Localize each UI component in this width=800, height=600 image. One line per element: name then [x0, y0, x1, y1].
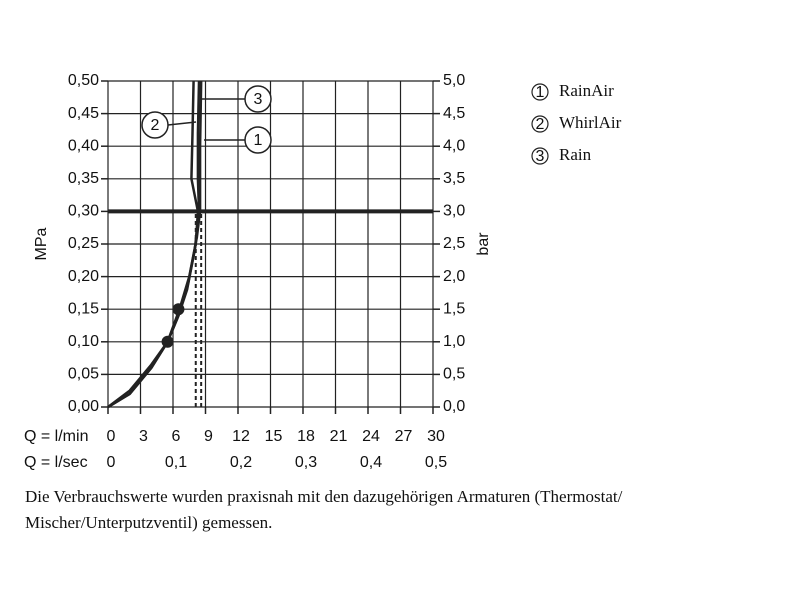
point	[161, 335, 174, 348]
y-tick-label: 0,30	[68, 203, 99, 220]
x-tick-label: 24	[362, 428, 380, 445]
legend-number: 1	[536, 84, 545, 101]
x-tick-label: 15	[265, 428, 283, 445]
x2-tick-label: 0,2	[230, 454, 252, 471]
y-tick-label: 0,45	[68, 105, 99, 122]
x-tick-label: 12	[232, 428, 250, 445]
y2-tick-label: 0,5	[443, 366, 465, 383]
curve	[107, 80, 203, 409]
y2-tick-label: 3,5	[443, 170, 465, 187]
y2-tick-label: 1,0	[443, 333, 465, 350]
y2-tick-label: 1,5	[443, 300, 465, 317]
x-tick-label: 3	[139, 428, 148, 445]
y2-tick-label: 0,0	[443, 398, 465, 415]
callout-circle	[244, 126, 272, 154]
y-tick-label: 0,10	[68, 333, 99, 350]
legend-marker	[531, 83, 549, 101]
y2-tick-label: 3,0	[443, 203, 465, 220]
y2-tick-label: 4,0	[443, 137, 465, 154]
x-tick-label: 21	[330, 428, 348, 445]
legend-label: WhirlAir	[559, 113, 622, 132]
callout-leader	[167, 121, 197, 126]
x-tick-label: 6	[172, 428, 181, 445]
y2-tick-label: 2,0	[443, 268, 465, 285]
legend-label: RainAir	[559, 81, 614, 100]
y-tick-label: 0,35	[68, 170, 99, 187]
y-tick-label: 0,20	[68, 268, 99, 285]
y-axis-label: MPa	[33, 227, 50, 260]
y-tick-label: 0,25	[68, 235, 99, 252]
y-tick-label: 0,05	[68, 366, 99, 383]
y2-tick-label: 2,5	[443, 235, 465, 252]
legend-number: 3	[536, 148, 545, 165]
x-tick-label: 0	[107, 428, 116, 445]
x-tick-label: 30	[427, 428, 445, 445]
legend-marker	[531, 115, 549, 133]
x2-axis-label: Q = l/sec	[24, 454, 88, 471]
callout-label: 1	[254, 132, 263, 149]
x2-tick-label: 0,3	[295, 454, 317, 471]
legend-number: 2	[536, 116, 545, 133]
callout-label: 3	[254, 91, 263, 108]
x-axis-label: Q = l/min	[24, 428, 88, 445]
x2-tick-label: 0	[107, 454, 116, 471]
callout-circle	[244, 85, 272, 113]
y-tick-label: 0,00	[68, 398, 99, 415]
footnote: Mischer/Unterputzventil) gemessen.	[25, 513, 272, 532]
legend-label: Rain	[559, 145, 592, 164]
y-tick-label: 0,50	[68, 72, 99, 89]
legend-marker	[531, 147, 549, 165]
point	[172, 303, 185, 316]
x-tick-label: 18	[297, 428, 315, 445]
y2-tick-label: 4,5	[443, 105, 465, 122]
callout-circle	[141, 111, 169, 139]
callout-label: 2	[151, 117, 160, 134]
x2-tick-label: 0,1	[165, 454, 187, 471]
x-tick-label: 9	[204, 428, 213, 445]
y-tick-label: 0,40	[68, 137, 99, 154]
y2-tick-label: 5,0	[443, 72, 465, 89]
x2-tick-label: 0,4	[360, 454, 382, 471]
x2-tick-label: 0,5	[425, 454, 447, 471]
y-tick-label: 0,15	[68, 300, 99, 317]
y2-axis-label: bar	[475, 232, 492, 256]
footnote: Die Verbrauchswerte wurden praxisnah mit…	[25, 487, 623, 506]
x-tick-label: 27	[395, 428, 413, 445]
